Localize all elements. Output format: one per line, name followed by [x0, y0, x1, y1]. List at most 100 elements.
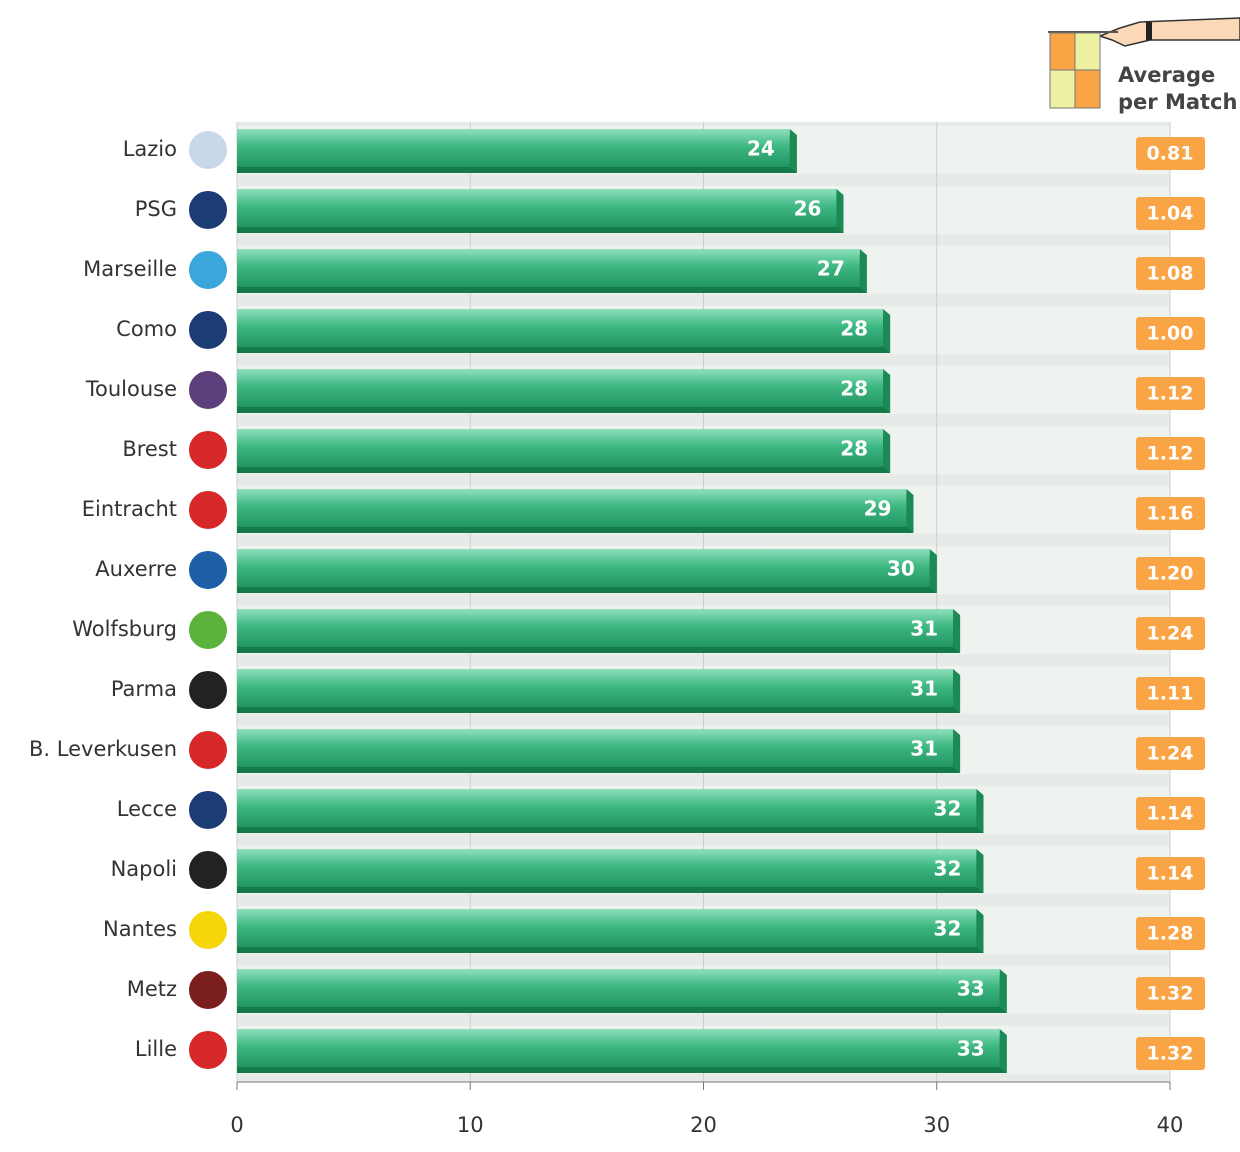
- value-label: 28: [840, 317, 868, 341]
- x-tick-label: 40: [1157, 1113, 1184, 1137]
- bar: [237, 189, 837, 227]
- value-label: 27: [817, 257, 845, 281]
- bar-edge: [859, 249, 867, 293]
- team-logo: [187, 309, 229, 351]
- bar-edge: [883, 369, 891, 413]
- average-label: 0.81: [1147, 143, 1194, 165]
- value-label: 26: [794, 197, 822, 221]
- x-tick-label: 0: [230, 1113, 243, 1137]
- average-box: [1136, 797, 1205, 830]
- bar: [237, 429, 884, 467]
- bar-edge: [999, 969, 1007, 1013]
- average-box: [1136, 137, 1205, 170]
- team-logo: [187, 609, 229, 651]
- average-label: 1.32: [1147, 1043, 1194, 1065]
- average-box: [1136, 677, 1205, 710]
- value-label: 30: [887, 557, 915, 581]
- team-logo: [187, 909, 229, 951]
- bar: [237, 129, 790, 167]
- flag-icon: [1048, 17, 1240, 109]
- team-logo: [187, 1029, 229, 1071]
- value-label: 29: [864, 497, 892, 521]
- category-label: Toulouse: [85, 377, 177, 401]
- bar-edge: [883, 309, 891, 353]
- average-label: 1.16: [1147, 503, 1194, 525]
- bar-edge: [999, 1029, 1007, 1073]
- bar: [237, 309, 884, 347]
- average-box: [1136, 557, 1205, 590]
- average-label: 1.32: [1147, 983, 1194, 1005]
- category-label: Wolfsburg: [72, 617, 177, 641]
- bar-edge: [836, 189, 844, 233]
- bar: [237, 729, 954, 767]
- average-label: 1.14: [1147, 863, 1194, 885]
- average-label: 1.11: [1147, 683, 1194, 705]
- team-logo: [187, 189, 229, 231]
- bar-edge: [976, 789, 984, 833]
- category-label: Auxerre: [95, 557, 177, 581]
- average-box: [1136, 917, 1205, 950]
- team-logo: [187, 729, 229, 771]
- team-logo: [187, 969, 229, 1011]
- average-label: 1.12: [1147, 383, 1194, 405]
- legend-title: Average per Match: [1118, 63, 1238, 114]
- category-label: Eintracht: [82, 497, 177, 521]
- average-box: [1136, 497, 1205, 530]
- x-tick-label: 10: [457, 1113, 484, 1137]
- category-label: Lecce: [117, 797, 177, 821]
- bar-edge: [883, 429, 891, 473]
- value-label: 32: [934, 917, 962, 941]
- category-label: Nantes: [103, 917, 177, 941]
- bar: [237, 249, 860, 287]
- average-label: 1.04: [1147, 203, 1194, 225]
- bar-edge: [976, 909, 984, 953]
- value-label: 31: [910, 677, 938, 701]
- category-label: Como: [116, 317, 177, 341]
- bar: [237, 489, 907, 527]
- bar: [237, 549, 930, 587]
- average-box: [1136, 317, 1205, 350]
- team-logo: [187, 369, 229, 411]
- bar-edge: [953, 669, 961, 713]
- bar: [237, 669, 954, 707]
- average-label: 1.24: [1147, 743, 1194, 765]
- value-label: 33: [957, 977, 985, 1001]
- category-label: Lille: [135, 1037, 177, 1061]
- team-logo: [187, 549, 229, 591]
- category-label: Brest: [122, 437, 177, 461]
- category-label: Parma: [111, 677, 177, 701]
- average-box: [1136, 197, 1205, 230]
- value-label: 28: [840, 377, 868, 401]
- team-logo: [187, 489, 229, 531]
- average-box: [1136, 977, 1205, 1010]
- bar: [237, 369, 884, 407]
- bar-edge: [953, 609, 961, 653]
- value-label: 24: [747, 137, 775, 161]
- team-logo: [187, 429, 229, 471]
- average-label: 1.28: [1147, 923, 1194, 945]
- average-box: [1136, 617, 1205, 650]
- average-box: [1136, 377, 1205, 410]
- average-box: [1136, 857, 1205, 890]
- x-tick-label: 30: [923, 1113, 950, 1137]
- value-label: 32: [934, 797, 962, 821]
- average-box: [1136, 257, 1205, 290]
- bar-edge: [789, 129, 797, 173]
- bar-edge: [906, 489, 914, 533]
- value-label: 31: [910, 617, 938, 641]
- average-label: 1.24: [1147, 623, 1194, 645]
- team-logo: [187, 789, 229, 831]
- average-label: 1.08: [1147, 263, 1194, 285]
- average-box: [1136, 437, 1205, 470]
- value-label: 33: [957, 1037, 985, 1061]
- category-label: B. Leverkusen: [29, 737, 177, 761]
- bar: [237, 969, 1000, 1007]
- average-box: [1136, 737, 1205, 770]
- value-label: 31: [910, 737, 938, 761]
- average-label: 1.14: [1147, 803, 1194, 825]
- category-label: PSG: [135, 197, 177, 221]
- bar-edge: [976, 849, 984, 893]
- team-logo: [187, 249, 229, 291]
